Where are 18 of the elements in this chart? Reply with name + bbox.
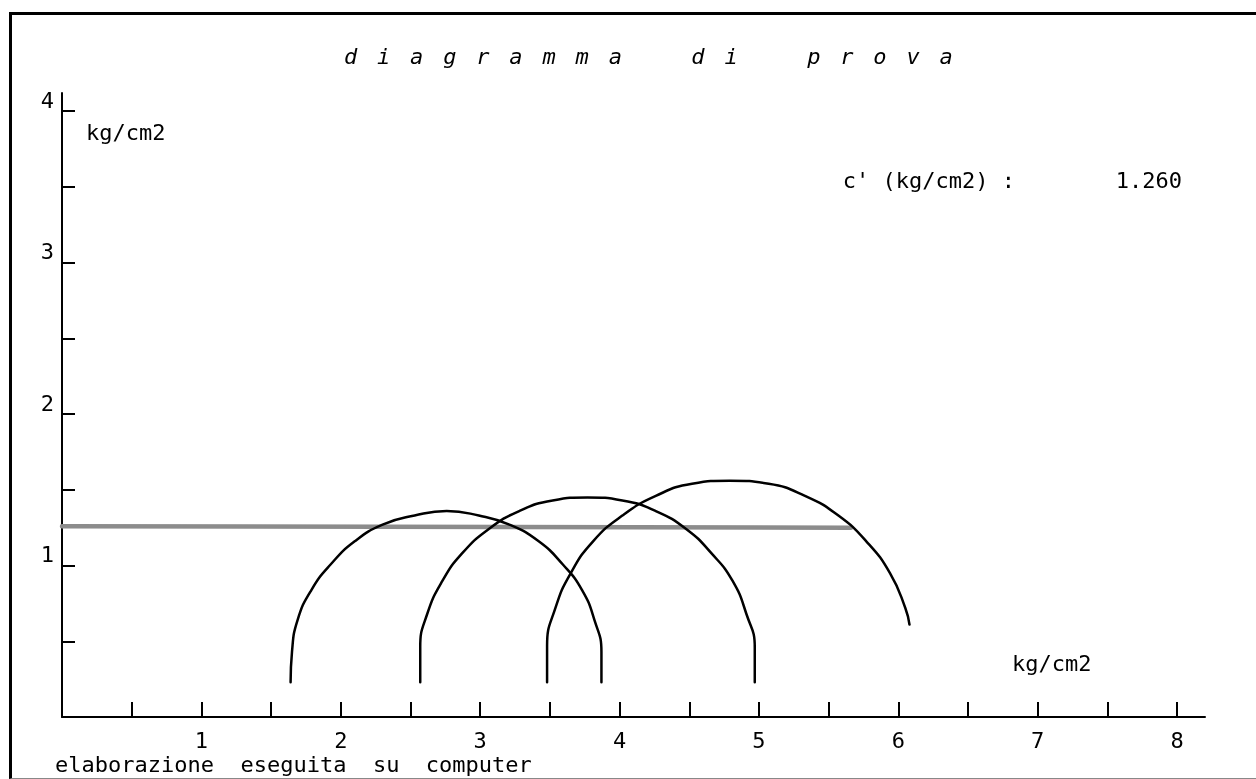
y-tick-label: 4: [40, 87, 54, 113]
x-tick-label: 6: [891, 727, 905, 753]
x-tick-label: 1: [194, 727, 209, 753]
x-axis-title: kg/cm2: [1012, 650, 1092, 676]
x-tick-label: 7: [1031, 727, 1045, 753]
y-tick-label: 1: [40, 542, 54, 568]
chart-title: d i a g r a m m a d i p r o v a: [343, 44, 957, 69]
y-tick-label: 2: [40, 390, 54, 416]
annotation: 1.260: [1115, 167, 1182, 193]
x-tick-label: 8: [1170, 727, 1184, 753]
annotation: c' (kg/cm2) :: [842, 167, 1015, 193]
x-tick-label: 3: [473, 727, 487, 753]
y-tick-label: 3: [40, 239, 54, 265]
x-tick-label: 5: [752, 727, 766, 753]
text: elaborazione eseguita su computer: [55, 751, 532, 777]
x-tick-label: 4: [612, 727, 627, 753]
x-tick-label: 2: [334, 727, 348, 753]
y-axis-title: kg/cm2: [86, 119, 166, 145]
